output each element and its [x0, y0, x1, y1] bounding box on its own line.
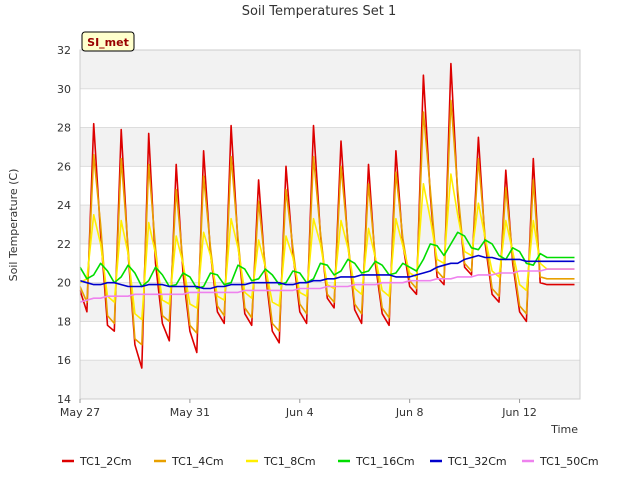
- legend: TC1_2Cm TC1_4Cm TC1_8Cm TC1_16Cm TC1_32Cm TC1…: [62, 455, 599, 468]
- plot-band: [80, 360, 580, 399]
- x-axis-label: Time: [550, 423, 578, 436]
- legend-item-tc1_32cm: TC1_32Cm: [430, 455, 507, 468]
- y-tick-label: 26: [57, 160, 71, 173]
- series-line-tc1_8cm: [79, 173, 575, 321]
- series-line-tc1_4cm: [79, 99, 575, 346]
- station-badge: SI_met: [81, 31, 135, 52]
- y-tick-label: 20: [57, 277, 71, 290]
- y-tick-label: 24: [57, 199, 71, 212]
- legend-label: TC1_8Cm: [263, 455, 316, 468]
- y-tick-label: 32: [57, 44, 71, 57]
- series-line-tc1_50cm: [79, 268, 575, 303]
- y-tick-label: 30: [57, 83, 71, 96]
- plot-band: [80, 205, 580, 244]
- plot-band: [80, 127, 580, 167]
- legend-label: TC1_4Cm: [171, 455, 224, 468]
- x-tick-label: Jun 4: [285, 406, 314, 419]
- x-tick-label: May 31: [170, 406, 210, 419]
- y-tick-label: 18: [57, 315, 71, 328]
- legend-label: TC1_50Cm: [539, 455, 599, 468]
- plot-band: [80, 50, 580, 89]
- y-tick-label: 28: [57, 122, 71, 135]
- station-badge-label: SI_met: [87, 36, 129, 49]
- y-tick-label: 14: [57, 393, 71, 406]
- x-axis-ticks: May 27 May 31 Jun 4 Jun 8 Jun 12: [60, 399, 537, 419]
- series-line-tc1_32cm: [79, 254, 575, 290]
- y-tick-label: 22: [57, 238, 71, 251]
- y-axis-label: Soil Temperature (C): [7, 169, 20, 282]
- legend-label: TC1_32Cm: [447, 455, 507, 468]
- station-badge-box: [81, 31, 135, 52]
- legend-label: TC1_16Cm: [355, 455, 415, 468]
- series-line-tc1_2cm: [79, 62, 575, 369]
- legend-item-tc1_16cm: TC1_16Cm: [338, 455, 415, 468]
- legend-label: TC1_2Cm: [79, 455, 132, 468]
- legend-item-tc1_8cm: TC1_8Cm: [246, 455, 316, 468]
- chart-title: Soil Temperatures Set 1: [242, 4, 397, 19]
- legend-item-tc1_50cm: TC1_50Cm: [522, 455, 599, 468]
- legend-item-tc1_2cm: TC1_2Cm: [62, 455, 132, 468]
- x-tick-label: May 27: [60, 406, 100, 419]
- y-axis-ticks: 14 16 18 20 22 24 26 28 30 32: [57, 44, 71, 406]
- legend-item-tc1_4cm: TC1_4Cm: [154, 455, 224, 468]
- series-line-tc1_16cm: [79, 231, 575, 290]
- x-tick-label: Jun 12: [501, 406, 537, 419]
- y-tick-label: 16: [57, 354, 71, 367]
- series-layer: [79, 62, 575, 369]
- x-tick-label: Jun 8: [395, 406, 424, 419]
- plot-frame: [79, 49, 581, 400]
